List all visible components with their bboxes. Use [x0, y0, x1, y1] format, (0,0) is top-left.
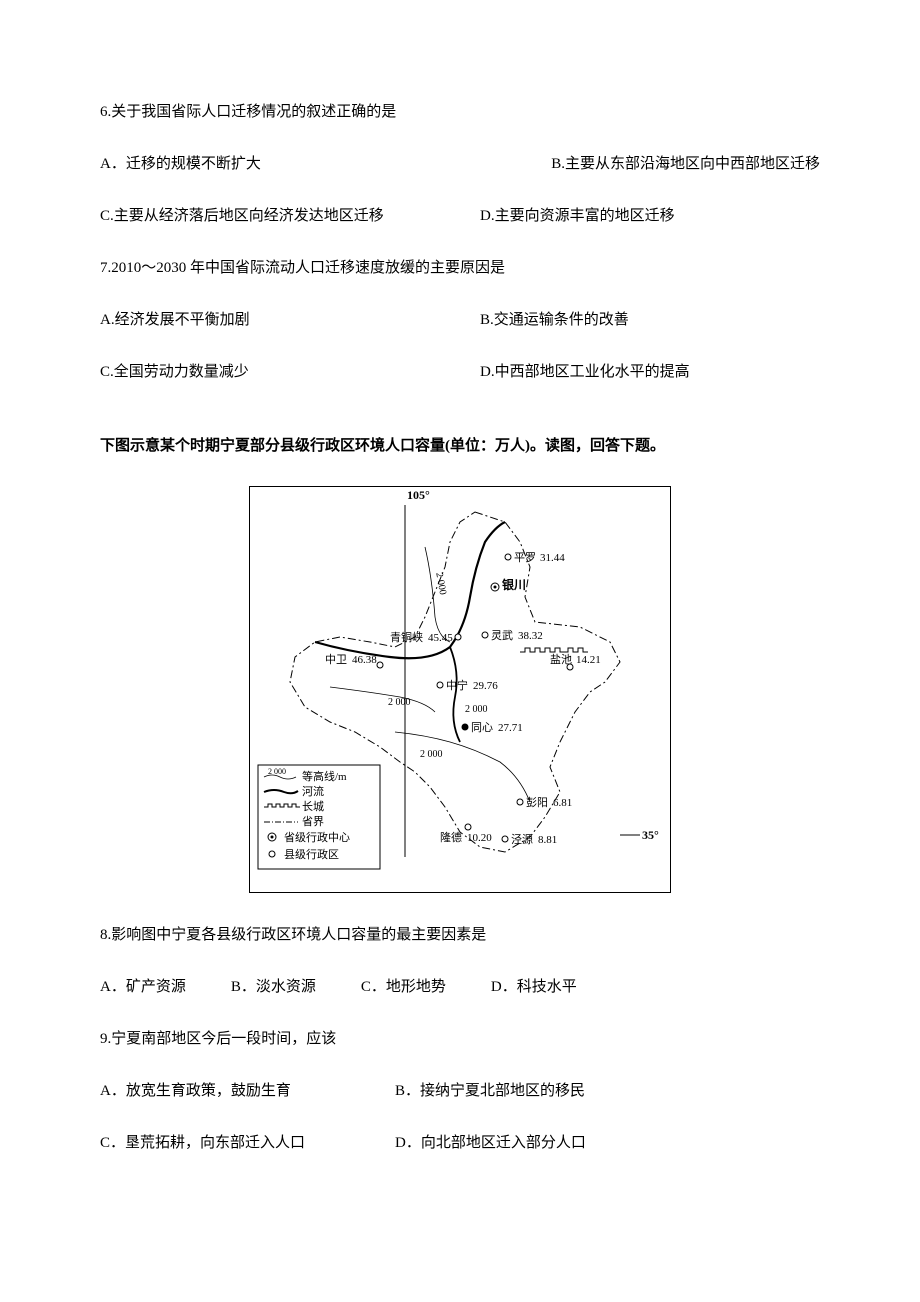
question-9-stem: 9.宁夏南部地区今后一段时间，应该 — [100, 1027, 820, 1051]
city-jingyuan-icon — [502, 836, 508, 842]
city-zhongwei-name: 中卫 — [325, 653, 347, 666]
question-9-options-row2: C．垦荒拓耕，向东部迁入人口 D．向北部地区迁入部分人口 — [100, 1131, 820, 1155]
city-lingwu-name: 灵武 — [491, 629, 513, 642]
city-pengyang-value: 6.81 — [553, 797, 572, 809]
question-7-stem: 7.2010～2030 年中国省际流动人口迁移速度放缓的主要原因是 — [100, 256, 820, 280]
city-longde-icon — [465, 824, 471, 830]
city-qingtongxia-name: 青铜峡 — [390, 630, 423, 644]
q9-option-d: D．向北部地区迁入部分人口 — [395, 1131, 586, 1155]
question-9-options-row1: A．放宽生育政策，鼓励生育 B．接纳宁夏北部地区的移民 — [100, 1079, 820, 1103]
legend-river-label: 河流 — [302, 784, 324, 798]
latitude-label: 35° — [642, 828, 659, 842]
ningxia-map-svg: 105° 35° 2 000 2 000 2 000 2 000 平罗 31.4 — [250, 487, 670, 887]
contour-label-3: 2 000 — [420, 749, 443, 760]
city-yanchi-name: 盐池 — [550, 653, 572, 666]
city-zhongwei-value: 46.38 — [352, 654, 377, 666]
q8-option-c: C．地形地势 — [361, 975, 446, 999]
city-pingluo-value: 31.44 — [540, 552, 565, 564]
city-yinchuan-icon-inner — [494, 586, 497, 589]
q6-option-b: B.主要从东部沿海地区向中西部地区迁移 — [551, 152, 820, 176]
city-qingtongxia-value: 45.45 — [428, 632, 453, 644]
q7-option-b: B.交通运输条件的改善 — [480, 308, 629, 332]
q8-option-b: B．淡水资源 — [231, 975, 316, 999]
city-tongxin-value: 27.71 — [498, 722, 523, 734]
section-2-intro: 下图示意某个时期宁夏部分县级行政区环境人口容量(单位：万人)。读图，回答下题。 — [100, 434, 820, 458]
q8-option-d: D．科技水平 — [491, 975, 577, 999]
q9-option-a: A．放宽生育政策，鼓励生育 — [100, 1079, 395, 1103]
contour-label-4: 2 000 — [433, 572, 448, 596]
city-zhongning-value: 29.76 — [473, 680, 498, 692]
question-6-stem: 6.关于我国省际人口迁移情况的叙述正确的是 — [100, 100, 820, 124]
contour-label-1: 2 000 — [388, 697, 411, 708]
q6-option-d: D.主要向资源丰富的地区迁移 — [480, 204, 675, 228]
legend-prov-center-icon-inner — [271, 836, 274, 839]
city-jingyuan-name: 泾源 — [511, 832, 533, 846]
legend-county-label: 县级行政区 — [284, 847, 339, 861]
legend-contour-label: 等高线/m — [302, 769, 347, 783]
legend-prov-center-label: 省级行政中心 — [284, 830, 350, 844]
contour-line-2 — [330, 687, 435, 712]
longitude-label: 105° — [407, 488, 430, 502]
city-tongxin-name: 同心 — [471, 721, 493, 734]
legend-great-wall-label: 长城 — [302, 800, 324, 813]
question-7-options-row1: A.经济发展不平衡加剧 B.交通运输条件的改善 — [100, 308, 820, 332]
q6-option-a: A．迁移的规模不断扩大 — [100, 152, 261, 176]
q9-option-b: B．接纳宁夏北部地区的移民 — [395, 1079, 585, 1103]
map-figure-container: 105° 35° 2 000 2 000 2 000 2 000 平罗 31.4 — [100, 486, 820, 893]
question-8-stem: 8.影响图中宁夏各县级行政区环境人口容量的最主要因素是 — [100, 923, 820, 947]
legend-county-icon — [269, 851, 275, 857]
city-pingluo-icon — [505, 554, 511, 560]
city-pengyang-name: 彭阳 — [526, 795, 548, 809]
city-zhongning-name: 中宁 — [446, 678, 468, 692]
city-tongxin-icon — [462, 724, 468, 730]
city-pengyang-icon — [517, 799, 523, 805]
city-lingwu-icon — [482, 632, 488, 638]
q7-option-d: D.中西部地区工业化水平的提高 — [480, 360, 690, 384]
city-lingwu-value: 38.32 — [518, 630, 543, 642]
legend-contour-value: 2 000 — [268, 767, 286, 776]
q7-option-a: A.经济发展不平衡加剧 — [100, 308, 480, 332]
legend-boundary-label: 省界 — [302, 815, 324, 828]
contour-line-3 — [395, 732, 530, 802]
question-6-options-row1: A．迁移的规模不断扩大 B.主要从东部沿海地区向中西部地区迁移 — [100, 152, 820, 176]
contour-label-2: 2 000 — [465, 704, 488, 715]
question-7-options-row2: C.全国劳动力数量减少 D.中西部地区工业化水平的提高 — [100, 360, 820, 384]
city-longde-value: 10.20 — [467, 832, 492, 844]
question-8-options: A．矿产资源 B．淡水资源 C．地形地势 D．科技水平 — [100, 975, 820, 999]
q9-option-c: C．垦荒拓耕，向东部迁入人口 — [100, 1131, 395, 1155]
q7-option-c: C.全国劳动力数量减少 — [100, 360, 480, 384]
q8-option-a: A．矿产资源 — [100, 975, 186, 999]
city-zhongning-icon — [437, 682, 443, 688]
river-branch — [450, 647, 460, 742]
great-wall-line — [520, 648, 588, 652]
city-pingluo-name: 平罗 — [514, 551, 536, 564]
city-qingtongxia-icon — [455, 634, 461, 640]
question-6-options-row2: C.主要从经济落后地区向经济发达地区迁移 D.主要向资源丰富的地区迁移 — [100, 204, 820, 228]
city-jingyuan-value: 8.81 — [538, 834, 557, 846]
city-yanchi-value: 14.21 — [576, 654, 601, 666]
city-longde-name: 隆德 — [440, 830, 462, 844]
city-yinchuan-name: 银川 — [502, 577, 526, 592]
map-figure: 105° 35° 2 000 2 000 2 000 2 000 平罗 31.4 — [249, 486, 671, 893]
q6-option-c: C.主要从经济落后地区向经济发达地区迁移 — [100, 204, 480, 228]
city-zhongwei-icon — [377, 662, 383, 668]
